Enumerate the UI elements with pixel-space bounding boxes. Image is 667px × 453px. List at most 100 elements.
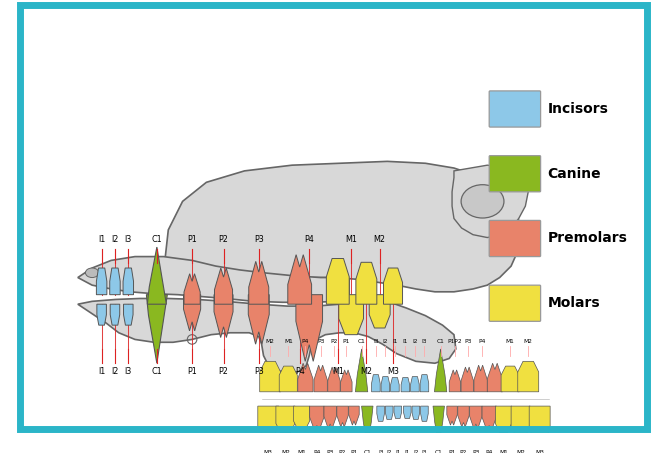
Polygon shape bbox=[394, 406, 402, 419]
Polygon shape bbox=[421, 406, 428, 421]
Text: P3: P3 bbox=[254, 367, 263, 376]
Text: M1: M1 bbox=[499, 450, 508, 453]
FancyBboxPatch shape bbox=[489, 91, 541, 127]
Text: M3: M3 bbox=[264, 450, 273, 453]
Text: I2: I2 bbox=[111, 235, 119, 244]
Polygon shape bbox=[258, 406, 279, 437]
Text: M2: M2 bbox=[281, 450, 290, 453]
Text: M1: M1 bbox=[284, 339, 293, 344]
Text: M3: M3 bbox=[535, 450, 544, 453]
Text: P4: P4 bbox=[486, 450, 493, 453]
Text: C1: C1 bbox=[364, 450, 371, 453]
Polygon shape bbox=[293, 406, 309, 429]
Text: P3: P3 bbox=[472, 450, 480, 453]
Polygon shape bbox=[337, 406, 348, 427]
Polygon shape bbox=[381, 376, 390, 392]
Text: I3: I3 bbox=[422, 450, 427, 453]
Text: Canine: Canine bbox=[548, 167, 601, 181]
Text: M1: M1 bbox=[332, 367, 344, 376]
Polygon shape bbox=[147, 247, 166, 304]
Polygon shape bbox=[356, 349, 368, 392]
Text: P1: P1 bbox=[187, 367, 197, 376]
Polygon shape bbox=[287, 255, 311, 304]
Text: P1: P1 bbox=[448, 450, 456, 453]
Polygon shape bbox=[529, 406, 550, 440]
Text: I3: I3 bbox=[125, 235, 132, 244]
Text: P3: P3 bbox=[254, 235, 263, 244]
Ellipse shape bbox=[85, 268, 99, 278]
Polygon shape bbox=[339, 295, 364, 335]
Polygon shape bbox=[386, 406, 393, 419]
Polygon shape bbox=[309, 406, 324, 431]
Polygon shape bbox=[518, 361, 539, 392]
Text: P4: P4 bbox=[295, 367, 305, 376]
Text: P3: P3 bbox=[464, 339, 472, 344]
Polygon shape bbox=[482, 406, 496, 431]
Text: P2: P2 bbox=[339, 450, 346, 453]
Text: I1: I1 bbox=[98, 367, 105, 376]
Text: P2: P2 bbox=[219, 367, 229, 376]
Text: P2: P2 bbox=[330, 339, 338, 344]
Polygon shape bbox=[78, 299, 456, 373]
Text: I1: I1 bbox=[98, 235, 105, 244]
Polygon shape bbox=[449, 370, 461, 392]
FancyBboxPatch shape bbox=[489, 221, 541, 256]
Text: I3: I3 bbox=[125, 367, 132, 376]
Polygon shape bbox=[377, 406, 384, 421]
Text: C1: C1 bbox=[151, 367, 162, 376]
Text: I3: I3 bbox=[422, 339, 427, 344]
Text: M1: M1 bbox=[297, 450, 306, 453]
Text: I3: I3 bbox=[378, 450, 384, 453]
Text: C1: C1 bbox=[151, 235, 162, 244]
Polygon shape bbox=[411, 376, 419, 392]
Polygon shape bbox=[404, 406, 411, 419]
Polygon shape bbox=[356, 262, 377, 304]
FancyBboxPatch shape bbox=[489, 156, 541, 192]
Polygon shape bbox=[215, 268, 233, 304]
Ellipse shape bbox=[461, 185, 504, 218]
Polygon shape bbox=[434, 349, 447, 392]
Text: P2: P2 bbox=[460, 450, 467, 453]
Polygon shape bbox=[110, 268, 120, 295]
Polygon shape bbox=[362, 406, 373, 446]
Polygon shape bbox=[296, 295, 323, 361]
Text: I1: I1 bbox=[392, 339, 398, 344]
Polygon shape bbox=[511, 406, 530, 437]
Polygon shape bbox=[341, 370, 352, 392]
Polygon shape bbox=[488, 363, 502, 392]
Polygon shape bbox=[501, 366, 519, 392]
Text: I3: I3 bbox=[373, 339, 379, 344]
Text: P3: P3 bbox=[326, 450, 334, 453]
Polygon shape bbox=[461, 367, 474, 392]
Text: P2: P2 bbox=[219, 235, 229, 244]
Polygon shape bbox=[401, 377, 410, 392]
Text: P3: P3 bbox=[317, 339, 324, 344]
Polygon shape bbox=[370, 295, 390, 328]
Text: I2: I2 bbox=[412, 339, 418, 344]
Polygon shape bbox=[372, 375, 380, 392]
Text: M2: M2 bbox=[374, 235, 386, 244]
Text: P1: P1 bbox=[350, 450, 358, 453]
Polygon shape bbox=[123, 304, 133, 325]
Polygon shape bbox=[183, 295, 201, 331]
Polygon shape bbox=[279, 366, 297, 392]
Polygon shape bbox=[349, 406, 360, 425]
Polygon shape bbox=[249, 261, 269, 304]
Text: I1: I1 bbox=[403, 339, 408, 344]
Text: M3: M3 bbox=[387, 367, 399, 376]
Text: P1P2: P1P2 bbox=[448, 339, 462, 344]
Polygon shape bbox=[470, 406, 482, 429]
Polygon shape bbox=[433, 406, 444, 446]
Polygon shape bbox=[97, 268, 107, 295]
Polygon shape bbox=[248, 295, 269, 344]
Text: I1: I1 bbox=[395, 450, 400, 453]
Polygon shape bbox=[458, 406, 469, 427]
Text: M2: M2 bbox=[524, 339, 533, 344]
Polygon shape bbox=[214, 295, 233, 337]
Polygon shape bbox=[97, 304, 107, 325]
Polygon shape bbox=[297, 363, 313, 392]
Text: C1: C1 bbox=[437, 339, 444, 344]
Polygon shape bbox=[184, 274, 200, 304]
Polygon shape bbox=[391, 377, 400, 392]
Polygon shape bbox=[420, 375, 429, 392]
